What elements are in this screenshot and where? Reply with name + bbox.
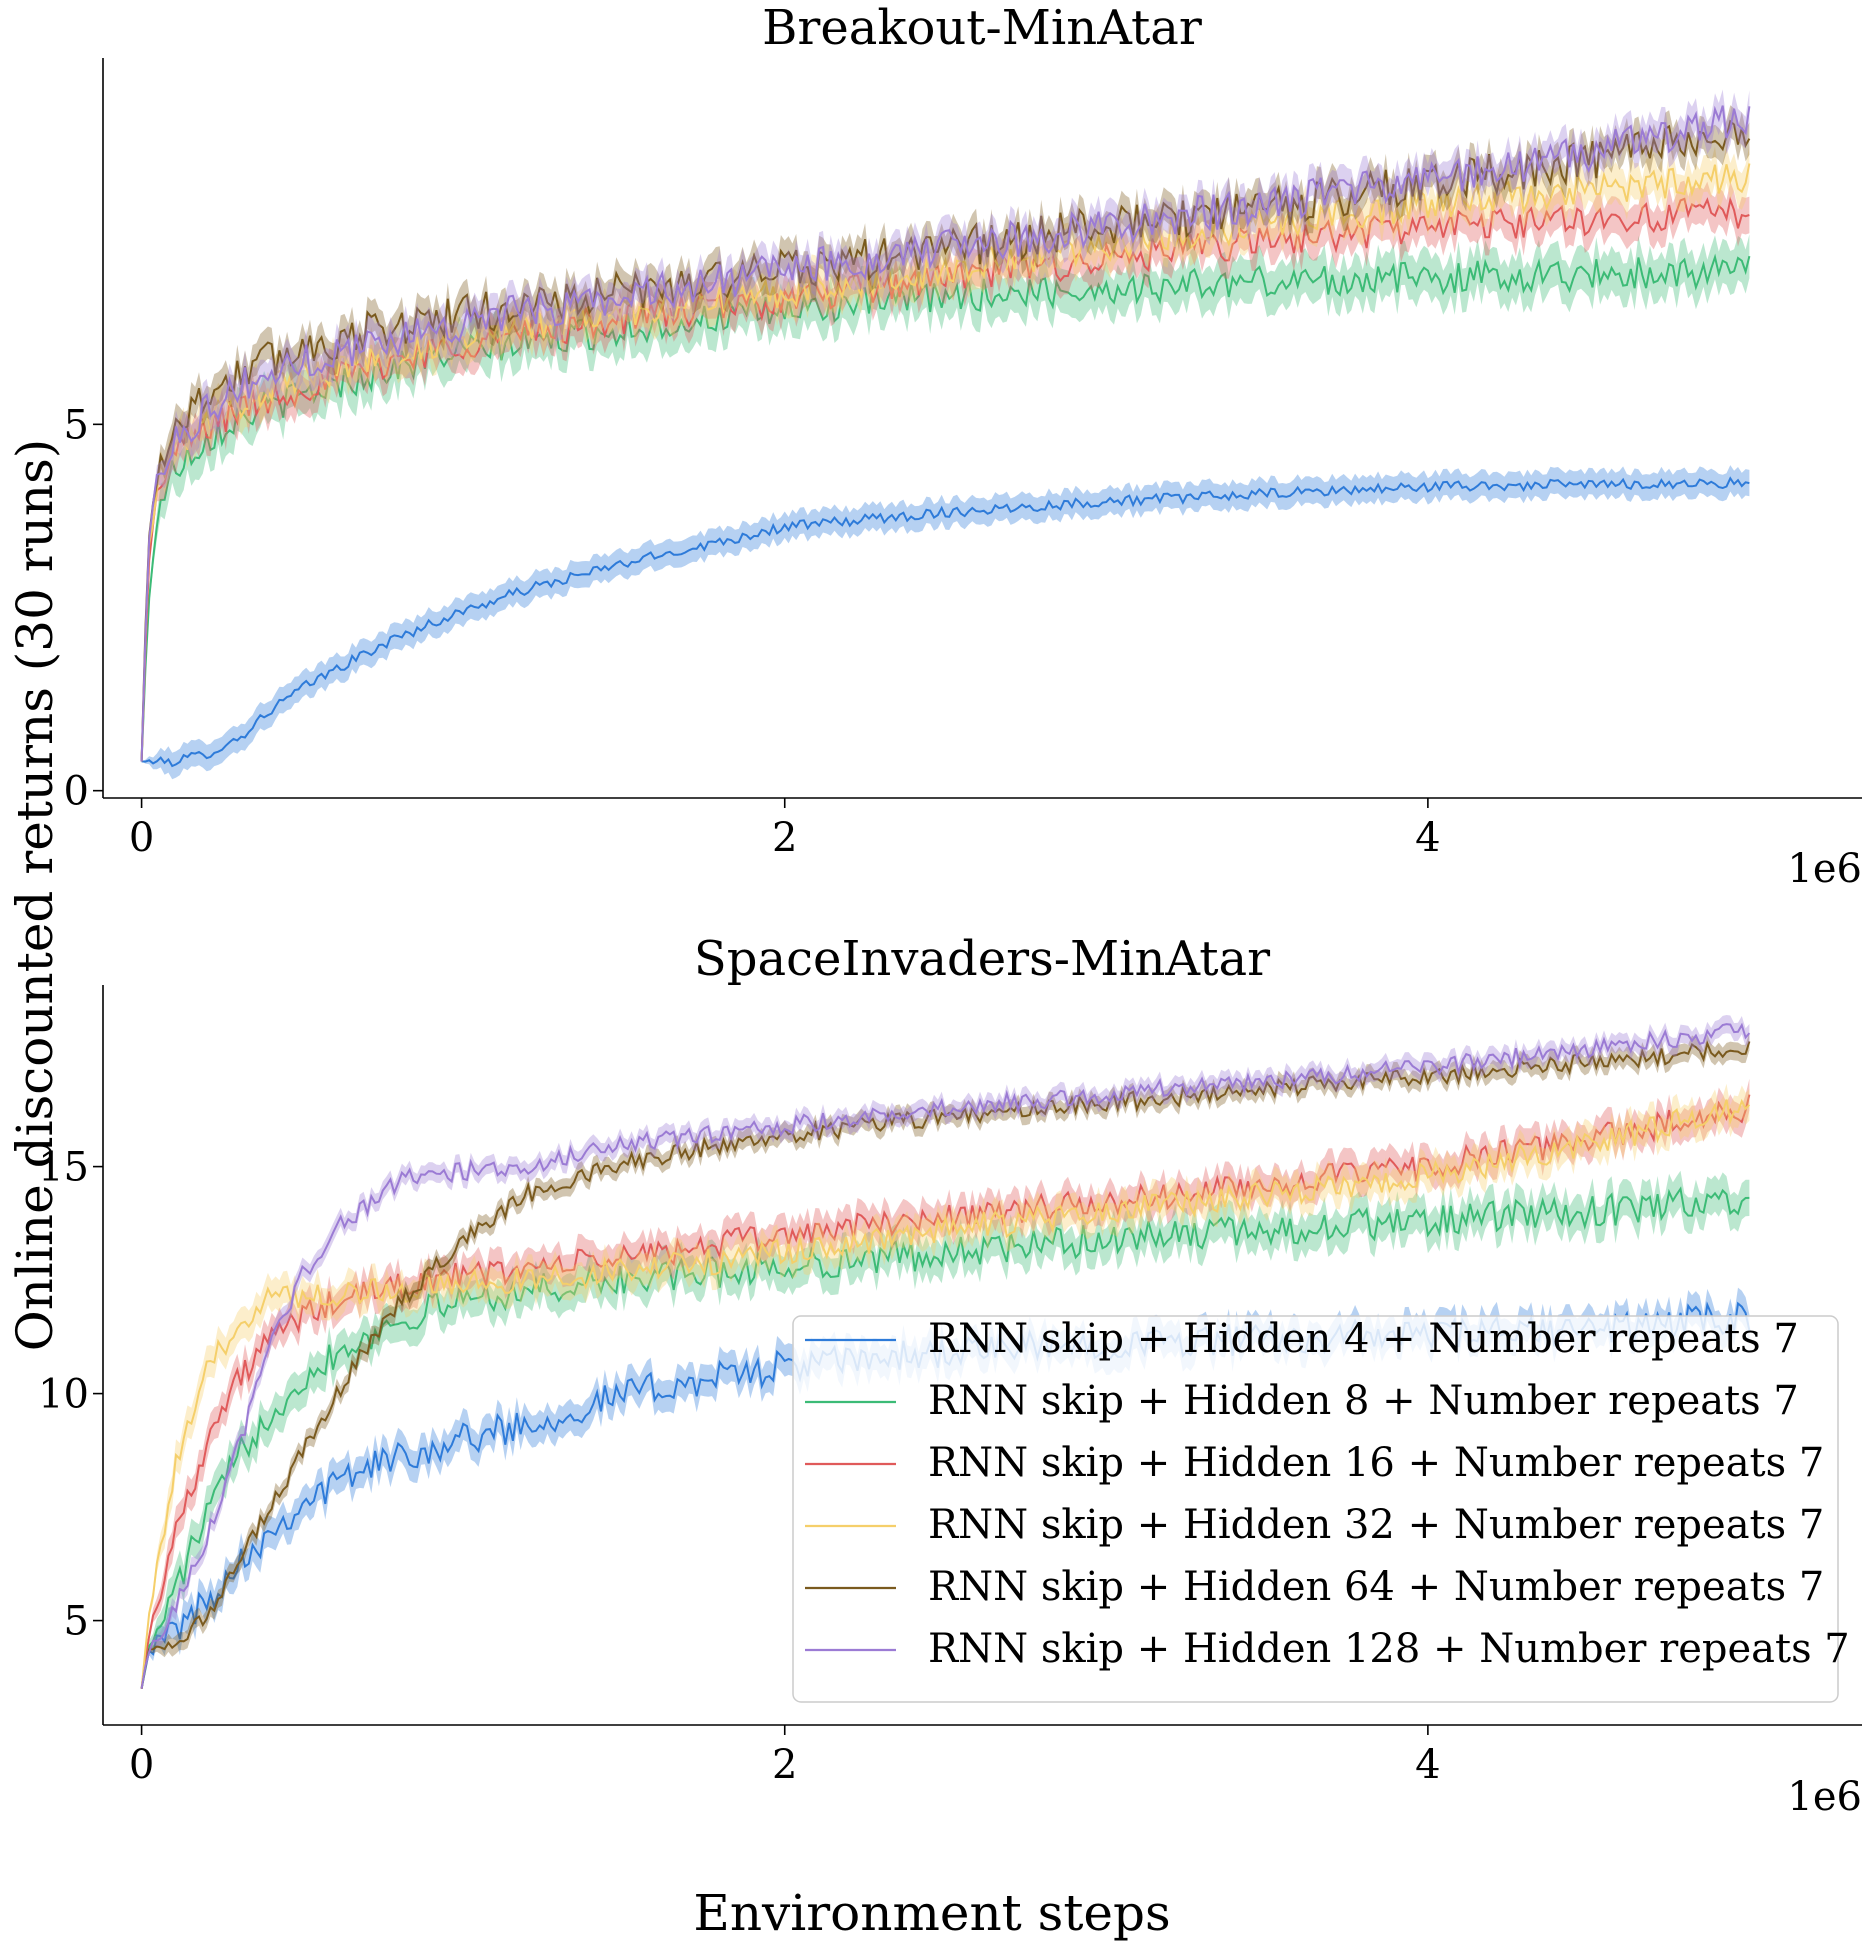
spaceinvaders-band-1 [141, 1170, 1750, 1689]
legend-label-4: RNN skip + Hidden 64 + Number repeats 7 [928, 1564, 1824, 1610]
spaceinvaders-band-3 [141, 1083, 1750, 1689]
spaceinvaders-band-2 [141, 1078, 1750, 1689]
spaceinvaders-band-4 [141, 1032, 1750, 1689]
legend-items: RNN skip + Hidden 4 + Number repeats 7 RN… [805, 1316, 1850, 1672]
spaceinvaders-panel: SpaceInvaders-MinAtar 0 2 4 5 10 15 1e6 RNN s… [38, 931, 1862, 1820]
breakout-y-tick-label: 0 [64, 769, 89, 815]
spaceinvaders-y-tick-label: 15 [38, 1145, 89, 1191]
breakout-y-tick-label: 5 [64, 402, 89, 448]
spaceinvaders-x-tick-label: 4 [1415, 1742, 1440, 1788]
breakout-x-offset-label: 1e6 [1787, 846, 1862, 892]
spaceinvaders-line-5 [140, 1022, 1751, 1689]
breakout-x-tick-label: 4 [1415, 815, 1440, 861]
breakout-line-0 [141, 476, 1750, 768]
breakout-line-1 [140, 253, 1751, 762]
breakout-band-0 [141, 465, 1750, 780]
y-axis-title: Online discounted returns (30 runs) [6, 439, 64, 1352]
spaceinvaders-line-1 [140, 1186, 1750, 1689]
breakout-panel: Breakout-MinAtar 0 2 4 0 5 1e6 [64, 0, 1862, 892]
spaceinvaders-x-tick-label: 0 [129, 1742, 154, 1788]
spaceinvaders-title: SpaceInvaders-MinAtar [694, 931, 1270, 987]
breakout-band-2 [141, 180, 1750, 762]
legend-frame [792, 1315, 1839, 1703]
breakout-x-tick-label: 2 [772, 815, 797, 861]
x-axis-title: Environment steps [693, 1884, 1170, 1942]
spaceinvaders-x-offset-label: 1e6 [1787, 1774, 1862, 1820]
breakout-title: Breakout-MinAtar [762, 0, 1202, 56]
breakout-series-layer [140, 89, 1751, 780]
breakout-line-5 [140, 105, 1751, 762]
breakout-line-3 [140, 163, 1751, 762]
legend: RNN skip + Hidden 4 + Number repeats 7 RN… [792, 1315, 1850, 1703]
legend-label-0: RNN skip + Hidden 4 + Number repeats 7 [928, 1316, 1799, 1362]
spaceinvaders-tick-layer: 0 2 4 5 10 15 [38, 1145, 1441, 1788]
spaceinvaders-y-tick-label: 10 [38, 1372, 89, 1418]
spaceinvaders-y-tick-label: 5 [64, 1599, 89, 1645]
spaceinvaders-x-tick-label: 2 [772, 1742, 797, 1788]
legend-label-3: RNN skip + Hidden 32 + Number repeats 7 [928, 1502, 1824, 1548]
breakout-band-3 [141, 145, 1750, 762]
breakout-band-1 [141, 234, 1750, 762]
breakout-tick-layer: 0 2 4 0 5 [64, 402, 1441, 861]
legend-label-1: RNN skip + Hidden 8 + Number repeats 7 [928, 1378, 1799, 1424]
breakout-x-tick-label: 0 [129, 815, 154, 861]
breakout-band-5 [141, 89, 1750, 762]
legend-label-5: RNN skip + Hidden 128 + Number repeats 7 [928, 1626, 1850, 1672]
legend-label-2: RNN skip + Hidden 16 + Number repeats 7 [928, 1440, 1824, 1486]
breakout-band-4 [141, 105, 1750, 762]
breakout-line-2 [140, 196, 1750, 762]
breakout-line-4 [140, 119, 1751, 762]
